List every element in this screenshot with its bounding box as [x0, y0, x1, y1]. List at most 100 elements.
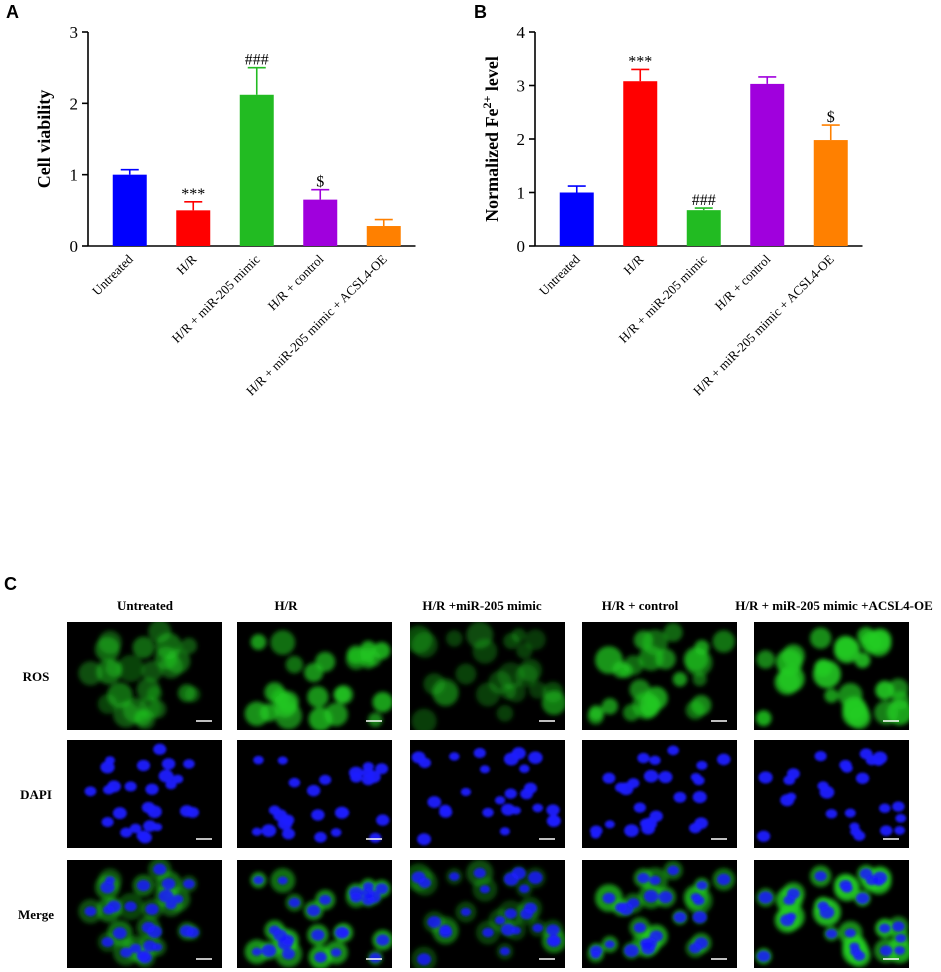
ros-signal [777, 665, 805, 693]
nucleus [637, 872, 650, 884]
microscopy-grid: Untreated H/R H/R +miR-205 mimic H/R + cont… [18, 598, 933, 968]
nucleus [334, 806, 349, 819]
micrograph-dapi [754, 740, 909, 848]
ros-signal [888, 678, 909, 699]
nucleus [548, 935, 561, 946]
ros-signal [692, 672, 707, 687]
channel-label: DAPI [20, 787, 52, 802]
y-tick-label: 2 [70, 94, 79, 113]
nucleus [165, 900, 177, 910]
nucleus [136, 950, 150, 962]
nucleus [511, 747, 526, 760]
nucleus [375, 883, 389, 895]
nucleus [439, 806, 453, 818]
nucleus [658, 771, 673, 784]
ros-signal [496, 705, 514, 722]
nucleus [618, 902, 634, 916]
nucleus [104, 756, 116, 765]
channel-label: ROS [23, 669, 50, 684]
nucleus [673, 911, 687, 923]
nucleus [692, 911, 707, 924]
ros-signal [782, 644, 805, 668]
nucleus [786, 888, 800, 900]
condition-label: H/R + miR-205 mimic +ACSL4-OE [735, 598, 933, 613]
nucleus [825, 808, 838, 819]
significance-label: $ [827, 109, 835, 126]
nucleus [136, 879, 151, 892]
ros-signal [618, 663, 634, 678]
nucleus [690, 772, 702, 782]
ros-signal [519, 658, 542, 682]
ros-signal [812, 660, 841, 689]
nucleus [183, 759, 195, 769]
nucleus [690, 892, 702, 902]
nucleus [103, 784, 115, 795]
nucleus [362, 762, 374, 772]
nucleus [786, 768, 800, 780]
nucleus [158, 889, 174, 903]
y-tick-label: 0 [517, 237, 526, 256]
nucleus [879, 923, 891, 934]
significance-label: *** [181, 186, 205, 203]
nucleus [667, 865, 680, 876]
nucleus [850, 947, 862, 957]
y-tick-label: 4 [517, 23, 526, 42]
nucleus [872, 751, 888, 765]
ros-signal [372, 691, 392, 713]
nucleus [141, 921, 156, 934]
nucleus [145, 783, 159, 795]
nucleus [546, 804, 560, 816]
ros-signal [601, 698, 619, 715]
nucleus [633, 802, 646, 813]
ros-signal [148, 622, 172, 643]
x-tick-label: H/R + miR-205 mimic + ACSL4-OE [690, 251, 837, 398]
ros-signal [107, 682, 133, 708]
bar [303, 199, 338, 246]
nucleus [643, 769, 659, 783]
x-tick-label: H/R [620, 251, 646, 277]
nucleus [251, 947, 262, 956]
ros-signal [488, 670, 512, 694]
nucleus [673, 791, 687, 803]
nucleus [872, 871, 888, 885]
nucleus [411, 871, 426, 884]
nucleus [758, 771, 773, 784]
nucleus [153, 863, 167, 875]
nucleus [281, 948, 296, 960]
nucleus [427, 916, 442, 928]
nucleus [253, 875, 264, 885]
bar [112, 174, 147, 246]
ros-signal [824, 688, 839, 703]
nucleus [504, 788, 517, 799]
micrograph-merge [237, 860, 392, 968]
nucleus [892, 801, 905, 812]
nucleus [376, 814, 390, 826]
nucleus [319, 774, 332, 785]
ros-signal [874, 700, 899, 725]
ros-signal [542, 690, 565, 715]
nucleus [253, 755, 264, 765]
x-tick-label: Untreated [536, 251, 583, 298]
nucleus [532, 803, 544, 813]
condition-label: H/R +miR-205 mimic [422, 598, 542, 613]
channel-label: Merge [18, 907, 54, 922]
nucleus [288, 777, 301, 788]
nucleus [641, 822, 656, 835]
nucleus [153, 743, 167, 755]
ros-signal [595, 646, 623, 674]
nucleus [152, 943, 163, 952]
ros-signal [117, 654, 145, 683]
nucleus [786, 792, 797, 801]
nucleus [417, 833, 432, 846]
x-tick-label: Untreated [89, 251, 136, 298]
nucleus [348, 766, 364, 779]
nucleus [548, 815, 561, 826]
nucleus [528, 871, 543, 884]
bar [239, 94, 274, 246]
nucleus [519, 884, 530, 893]
ros-signal [411, 708, 437, 730]
ros-signal [712, 630, 735, 653]
ros-signal [180, 637, 198, 654]
ros-signal [136, 677, 161, 702]
nucleus [84, 906, 97, 917]
